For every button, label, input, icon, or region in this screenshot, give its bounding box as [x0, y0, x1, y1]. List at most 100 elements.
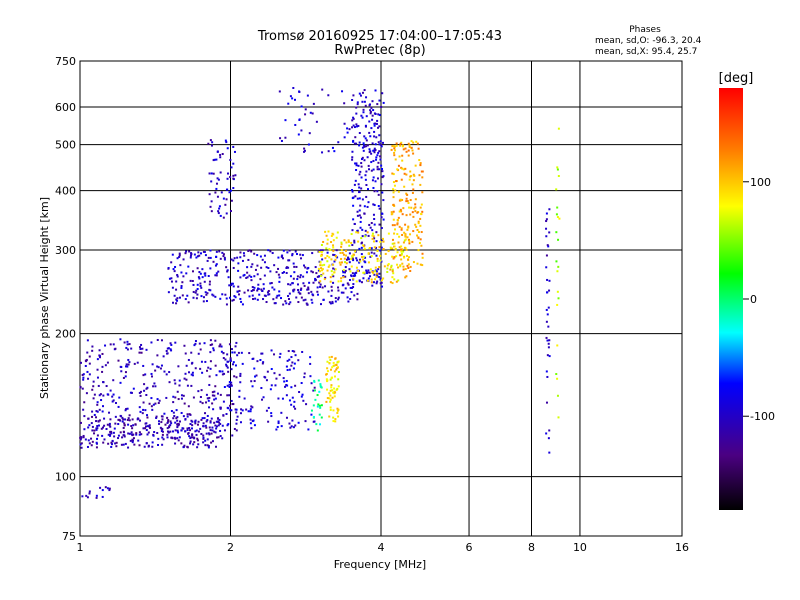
data-point: [337, 385, 340, 388]
data-point: [407, 263, 410, 266]
data-point: [363, 145, 366, 148]
data-point: [173, 436, 176, 439]
data-point: [214, 424, 217, 427]
data-point: [295, 265, 298, 268]
data-point: [249, 418, 252, 421]
data-point: [133, 443, 136, 446]
data-point: [357, 164, 360, 167]
data-point: [174, 421, 177, 424]
data-point: [124, 442, 127, 445]
data-point: [370, 281, 373, 284]
data-point: [319, 384, 322, 387]
data-point: [119, 338, 122, 341]
data-point: [188, 371, 191, 374]
data-point: [234, 364, 237, 367]
data-point: [418, 241, 421, 244]
data-point: [222, 414, 225, 417]
data-point: [401, 159, 404, 162]
data-point: [387, 250, 390, 253]
data-point: [122, 443, 125, 446]
data-point: [241, 303, 244, 306]
data-point: [83, 415, 86, 418]
data-point: [359, 170, 362, 173]
data-point: [230, 409, 233, 412]
data-point: [173, 294, 176, 297]
data-point: [177, 398, 180, 401]
data-point: [219, 257, 222, 260]
data-point: [382, 237, 385, 240]
data-point: [88, 362, 91, 365]
data-point: [397, 279, 400, 282]
data-point: [202, 296, 205, 299]
data-point: [91, 410, 94, 413]
data-point: [92, 397, 95, 400]
data-point: [290, 403, 293, 406]
data-point: [225, 413, 228, 416]
data-point: [270, 384, 273, 387]
data-point: [407, 226, 410, 229]
data-point: [223, 429, 226, 432]
data-point: [329, 302, 332, 305]
data-point: [209, 205, 212, 208]
data-point: [372, 281, 375, 284]
data-point: [279, 352, 282, 355]
data-point: [226, 406, 229, 409]
data-point: [214, 274, 217, 277]
data-point: [209, 420, 212, 423]
data-point: [145, 422, 148, 425]
data-point: [79, 436, 82, 439]
data-point: [555, 213, 558, 216]
data-point: [345, 249, 348, 252]
data-point: [331, 389, 334, 392]
data-point: [288, 249, 291, 252]
data-point: [340, 277, 343, 280]
data-point: [170, 280, 173, 283]
data-point: [211, 394, 214, 397]
data-point: [228, 284, 231, 287]
data-point: [391, 242, 394, 245]
data-point: [122, 434, 125, 437]
data-point: [190, 253, 193, 256]
data-point: [235, 422, 238, 425]
data-point: [127, 417, 130, 420]
data-point: [203, 250, 206, 253]
data-point: [177, 431, 180, 434]
data-point: [327, 230, 330, 233]
data-point: [391, 224, 394, 227]
data-point: [239, 372, 242, 375]
data-point: [168, 371, 171, 374]
data-point: [288, 422, 291, 425]
data-point: [337, 378, 340, 381]
data-point: [421, 210, 424, 213]
data-point: [419, 164, 422, 167]
data-point: [398, 210, 401, 213]
data-point: [313, 389, 316, 392]
data-point: [360, 281, 363, 284]
data-point: [155, 415, 158, 418]
data-point: [239, 381, 242, 384]
data-point: [250, 279, 253, 282]
data-point: [368, 223, 371, 226]
data-point: [209, 421, 212, 424]
data-point: [546, 313, 549, 316]
data-point: [79, 386, 82, 389]
data-point: [358, 92, 361, 95]
data-point: [167, 420, 170, 423]
phases-line-x: mean, sd,X: 95.4, 25.7: [595, 47, 697, 57]
data-point: [93, 393, 96, 396]
data-point: [352, 204, 355, 207]
data-point: [277, 420, 280, 423]
data-point: [360, 253, 363, 256]
data-point: [294, 123, 297, 126]
data-point: [368, 131, 371, 134]
data-point: [369, 275, 372, 278]
data-point: [316, 275, 319, 278]
data-point: [196, 287, 199, 290]
data-point: [229, 357, 232, 360]
data-point: [274, 384, 277, 387]
data-point: [400, 258, 403, 261]
data-point: [392, 203, 395, 206]
data-point: [206, 292, 209, 295]
data-point: [315, 272, 318, 275]
data-point: [309, 111, 312, 114]
